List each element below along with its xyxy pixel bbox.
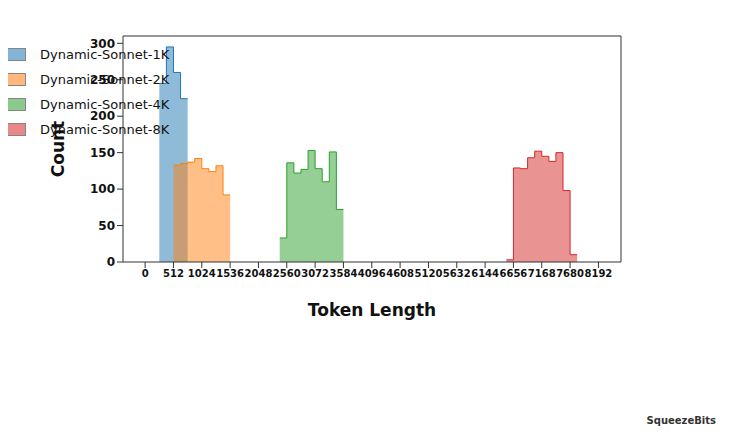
svg-text:1536: 1536 [216,268,244,279]
svg-text:Count: Count [48,121,68,178]
svg-text:4608: 4608 [386,268,414,279]
svg-text:512: 512 [163,268,184,279]
svg-text:3072: 3072 [301,268,329,279]
svg-text:3584: 3584 [330,268,358,279]
svg-text:6656: 6656 [500,268,528,279]
svg-text:1024: 1024 [188,268,216,279]
svg-text:250: 250 [90,73,115,87]
svg-text:100: 100 [90,182,115,196]
svg-text:6144: 6144 [471,268,499,279]
svg-text:2560: 2560 [273,268,301,279]
svg-text:7680: 7680 [556,268,584,279]
svg-text:300: 300 [90,37,115,51]
svg-text:150: 150 [90,146,115,160]
svg-text:7168: 7168 [528,268,556,279]
svg-text:8192: 8192 [585,268,613,279]
svg-text:0: 0 [107,255,115,269]
svg-text:0: 0 [142,268,149,279]
svg-text:2048: 2048 [245,268,273,279]
svg-text:50: 50 [98,219,115,233]
svg-text:5632: 5632 [443,268,471,279]
svg-text:4096: 4096 [358,268,386,279]
svg-text:5120: 5120 [415,268,443,279]
svg-text:Token Length: Token Length [308,300,436,320]
svg-text:200: 200 [90,109,115,123]
